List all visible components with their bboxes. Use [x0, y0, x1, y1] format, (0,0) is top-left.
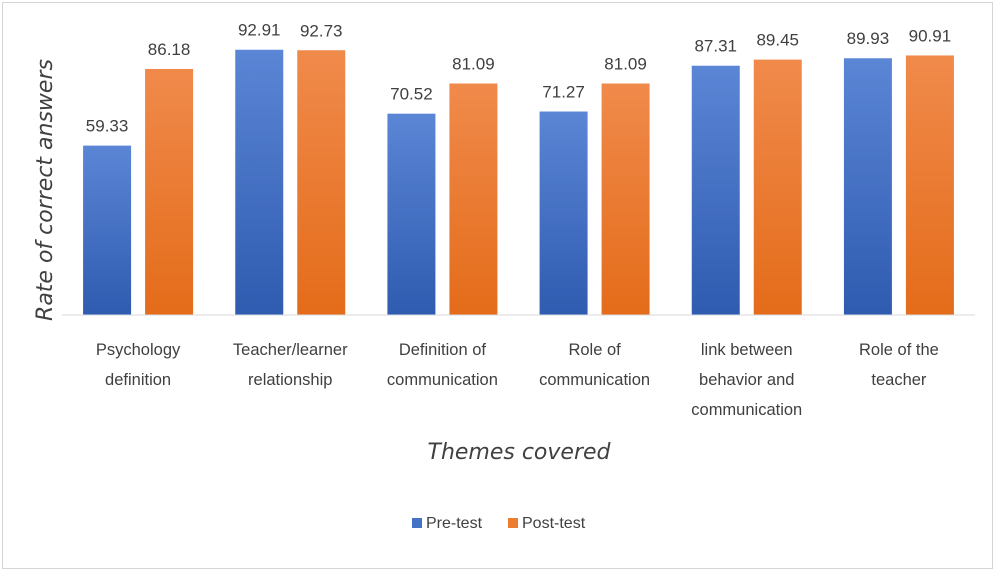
x-tick-label-3: Definition of communication	[387, 341, 498, 389]
data-label-pre-test-4: 71.27	[542, 83, 585, 102]
bar-pre-test-2	[235, 49, 284, 316]
legend-label-pre-test: Pre-test	[426, 515, 483, 532]
data-label-post-test-5: 89.45	[756, 31, 799, 50]
data-label-post-test-3: 81.09	[452, 54, 495, 73]
bar-pre-test-5	[691, 65, 740, 315]
bar-post-test-4	[601, 83, 650, 315]
x-tick-label-4: Role of communication	[539, 341, 650, 389]
x-axis-title: Themes covered	[428, 440, 612, 465]
legend-swatch-pre-test	[412, 518, 422, 528]
data-label-pre-test-2: 92.91	[238, 21, 281, 40]
bar-pre-test-6	[843, 58, 892, 316]
bar-post-test-1	[145, 68, 194, 315]
x-tick-label-line: relationship	[248, 371, 332, 389]
data-label-pre-test-6: 89.93	[847, 29, 890, 48]
data-label-post-test-4: 81.09	[604, 54, 647, 73]
x-tick-label-line: behavior and	[699, 371, 794, 389]
x-tick-label-line: Psychology	[96, 341, 181, 359]
x-tick-label-line: teacher	[871, 371, 927, 389]
bars-group	[83, 49, 954, 316]
data-label-post-test-2: 92.73	[300, 21, 343, 40]
value-labels-group: 59.33 86.18 92.91 92.73 70.52 81.09 71.27 81.09…	[86, 21, 951, 136]
x-tick-label-line: Role of	[568, 341, 621, 359]
x-tick-label-1: Psychology definition	[96, 341, 181, 389]
data-label-post-test-6: 90.91	[909, 26, 952, 45]
legend-swatch-post-test	[508, 518, 518, 528]
x-tick-label-line: Role of the	[859, 341, 939, 359]
x-tick-label-line: link between	[701, 341, 793, 359]
x-tick-label-line: definition	[105, 371, 171, 389]
x-tick-label-line: communication	[691, 401, 802, 419]
x-tick-label-line: Definition of	[399, 341, 487, 359]
bar-pre-test-3	[387, 113, 436, 315]
data-label-pre-test-1: 59.33	[86, 117, 129, 136]
bar-pre-test-4	[539, 111, 588, 316]
bar-post-test-6	[905, 55, 954, 315]
bar-post-test-3	[449, 83, 498, 315]
bar-post-test-2	[297, 50, 346, 315]
x-tick-label-2: Teacher/learner relationship	[233, 341, 348, 389]
data-label-pre-test-5: 87.31	[694, 37, 737, 56]
x-tick-label-line: communication	[387, 371, 498, 389]
legend: Pre-test Post-test	[412, 515, 586, 532]
data-label-post-test-1: 86.18	[148, 40, 191, 59]
x-tick-labels-group: Psychology definition Teacher/learner relat…	[96, 341, 939, 419]
y-axis-title: Rate of correct answers	[33, 59, 58, 321]
bar-pre-test-1	[83, 145, 132, 315]
legend-label-post-test: Post-test	[522, 515, 586, 532]
x-tick-label-line: Teacher/learner	[233, 341, 348, 359]
x-tick-label-5: link between behavior and communication	[691, 341, 802, 419]
x-tick-label-line: communication	[539, 371, 650, 389]
bar-post-test-5	[753, 59, 802, 315]
data-label-pre-test-3: 70.52	[390, 85, 433, 104]
x-tick-label-6: Role of the teacher	[859, 341, 939, 389]
